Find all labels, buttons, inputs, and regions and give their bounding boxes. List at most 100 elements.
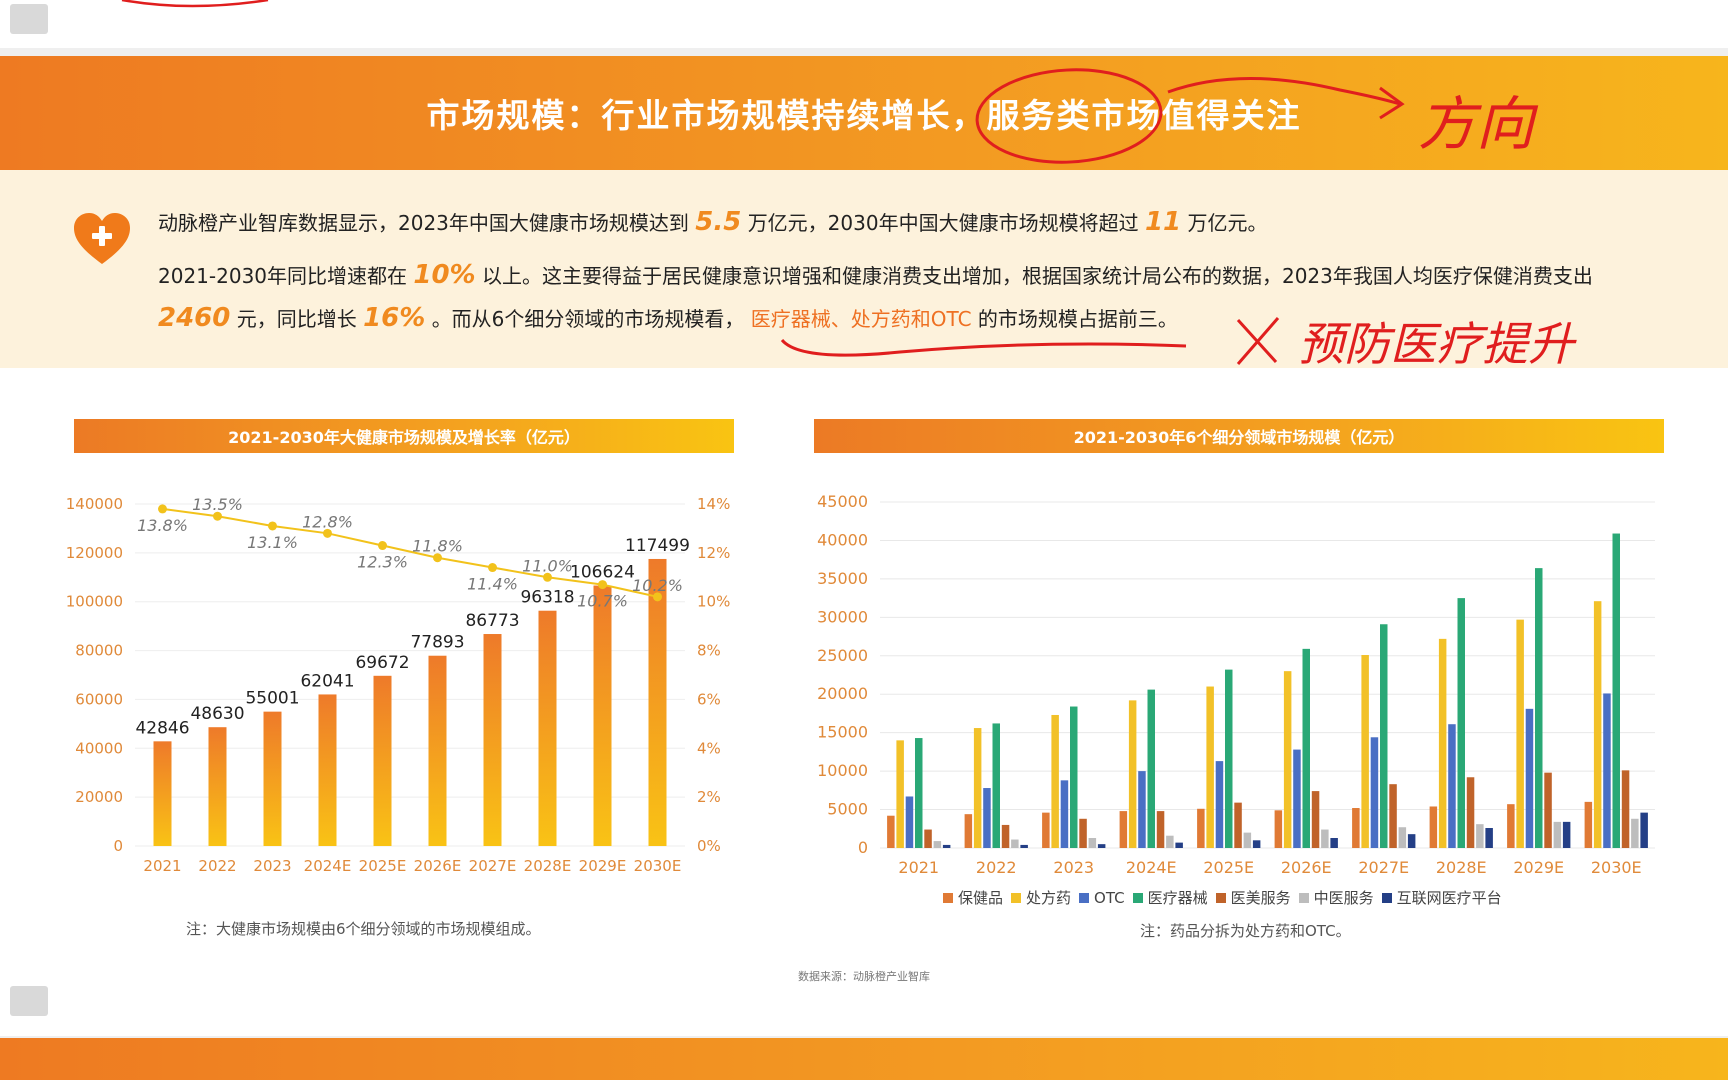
bar <box>1612 533 1620 848</box>
bar <box>1042 812 1050 848</box>
x-tick-label: 2029E <box>579 857 627 875</box>
intro-paragraph-1: 动脉橙产业智库数据显示，2023年中国大健康市场规模达到 5.5 万亿元，203… <box>158 202 1268 243</box>
legend-swatch <box>1079 892 1090 903</box>
bar <box>1147 689 1155 848</box>
bar <box>1448 724 1456 848</box>
y-tick-label: 20000 <box>817 684 868 703</box>
y-tick-label: 5000 <box>827 800 868 819</box>
bar <box>1330 838 1338 848</box>
legend-item: 处方药 <box>1011 887 1071 908</box>
legend-item: OTC <box>1079 887 1125 908</box>
bar <box>1407 834 1416 848</box>
bar-value-label: 62041 <box>300 671 354 691</box>
bar <box>1370 737 1379 848</box>
y-tick-label: 40000 <box>75 739 123 757</box>
growth-label: 10.7% <box>577 592 628 611</box>
bar <box>1535 568 1543 848</box>
slide-card: 市场规模：行业市场规模持续增长，服务类市场值得关注 动脉橙产业智库数据显示，20… <box>0 56 1728 1036</box>
growth-label: 11.8% <box>412 537 463 556</box>
x-tick-label: 2030E <box>634 857 682 875</box>
right-chart-note: 注：药品分拆为处方药和OTC。 <box>1140 922 1351 940</box>
intro-text: 元，同比增长 <box>236 307 357 331</box>
page-thumbnail-bottom[interactable] <box>10 986 48 1016</box>
bar <box>1020 844 1028 848</box>
legend-label: 处方药 <box>1026 889 1072 907</box>
intro-text: 动脉橙产业智库数据显示，2023年中国大健康市场规模达到 <box>158 211 689 235</box>
bar <box>483 634 502 846</box>
growth-label: 12.8% <box>302 512 353 531</box>
y-tick-label: 35000 <box>817 569 868 588</box>
intro-text: 的市场规模占据前三。 <box>977 307 1178 331</box>
legend-label: 互联网医疗平台 <box>1396 889 1502 907</box>
growth-line <box>162 507 658 598</box>
bar <box>1283 671 1292 848</box>
x-tick-label: 2028E <box>524 857 572 875</box>
legend-label: OTC <box>1094 888 1125 907</box>
bar <box>942 844 951 848</box>
bar <box>1621 770 1630 848</box>
y-tick-label: 25000 <box>817 646 868 665</box>
x-tick-label: 2022 <box>198 857 236 875</box>
bar <box>915 738 923 848</box>
header-band <box>0 56 1728 170</box>
bar <box>1088 838 1097 848</box>
bar <box>1380 624 1388 848</box>
x-tick-label: 2023 <box>253 857 291 875</box>
bar <box>1001 824 1010 848</box>
x-tick-label: 2027E <box>469 857 517 875</box>
bar <box>1060 780 1069 848</box>
bar <box>153 741 172 846</box>
x-tick-label: 2026E <box>414 857 462 875</box>
x-tick-label: 2029E <box>1513 858 1564 877</box>
x-tick-label: 2030E <box>1591 858 1642 877</box>
heart-plus-icon <box>74 213 130 264</box>
bar <box>1128 700 1137 848</box>
bar <box>887 815 895 848</box>
growth-point <box>268 521 277 531</box>
intro-paragraph-2: 2021-2030年同比增速都在 10% 以上。这主要得益于居民健康意识增强和健… <box>158 254 1658 340</box>
bar <box>1640 812 1648 848</box>
right-chart-legend: 保健品 处方药 OTC 医疗器械 医美服务 中医服务 互联网医疗平台 <box>943 887 1502 908</box>
bar <box>1361 655 1369 848</box>
bar <box>1553 821 1562 848</box>
bar <box>1097 844 1106 848</box>
left-chart-note: 注：大健康市场规模由6个细分领域的市场规模组成。 <box>186 920 541 938</box>
bar <box>1321 829 1329 848</box>
growth-label: 12.3% <box>357 553 408 572</box>
bar <box>1119 811 1128 848</box>
intro-text: 以上。这主要得益于居民健康意识增强和健康消费支出增加，根据国家统计局公布的数据，… <box>481 264 1593 288</box>
highlight-value: 5.5 <box>695 207 742 237</box>
bar-value-label: 96318 <box>520 588 574 608</box>
x-tick-label: 2025E <box>359 857 407 875</box>
x-tick-label: 2024E <box>1126 858 1177 877</box>
growth-label: 10.2% <box>632 576 683 595</box>
bar <box>964 814 973 848</box>
right-chart-title: 2021-2030年6个细分领域市场规模（亿元） <box>814 419 1664 453</box>
x-tick-label: 2022 <box>976 858 1017 877</box>
y-tick-label: 10000 <box>817 761 868 780</box>
bar <box>1516 619 1524 848</box>
x-tick-label: 2027E <box>1358 858 1409 877</box>
bar-value-label: 48630 <box>190 704 244 724</box>
top-strip <box>0 0 1728 48</box>
page-title: 市场规模：行业市场规模持续增长，服务类市场值得关注 <box>426 96 1302 135</box>
bar <box>1485 828 1493 848</box>
legend-label: 医疗器械 <box>1147 889 1208 907</box>
page-thumbnail-top[interactable] <box>10 4 48 34</box>
growth-point <box>488 563 497 573</box>
legend-label: 保健品 <box>958 889 1004 907</box>
growth-point <box>433 553 442 563</box>
bar <box>1243 832 1252 848</box>
growth-point <box>323 528 332 538</box>
bar <box>208 727 227 846</box>
legend-swatch <box>1215 892 1226 903</box>
intro-text: 2021-2030年同比增速都在 <box>158 264 408 288</box>
intro-text: 万亿元，2030年中国大健康市场规模将超过 <box>747 211 1139 235</box>
bar-value-label: 106624 <box>570 563 635 583</box>
y-tick-label: 15000 <box>817 723 868 742</box>
legend-swatch <box>1011 892 1022 903</box>
bar <box>1206 686 1214 848</box>
growth-point <box>378 541 387 551</box>
legend-item: 医美服务 <box>1215 887 1291 908</box>
bar <box>263 711 282 846</box>
